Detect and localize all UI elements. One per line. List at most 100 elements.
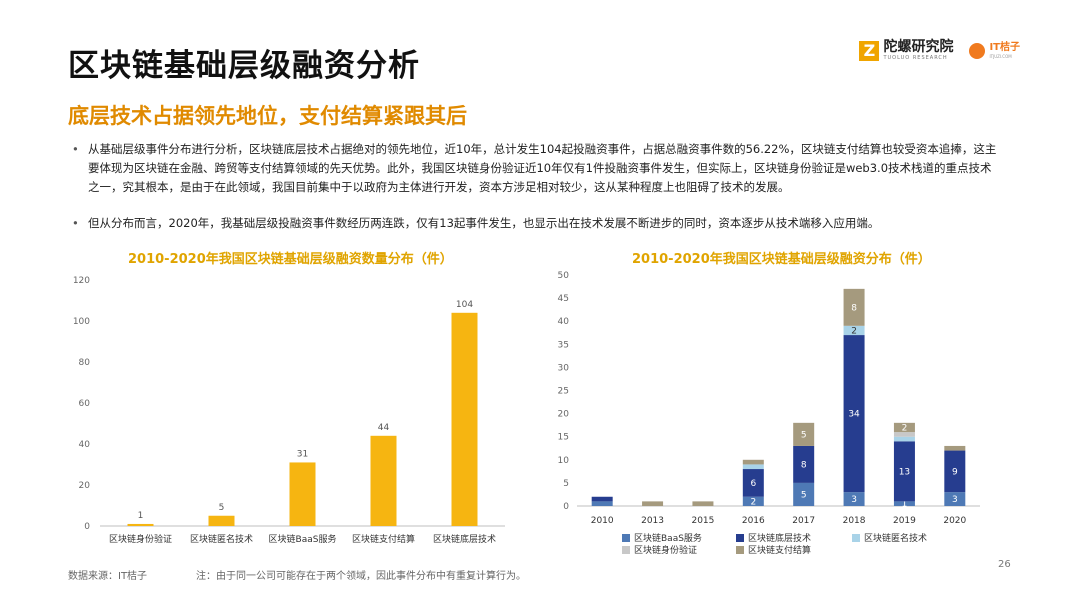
chart1-title: 2010-2020年我国区块链基础层级融资数量分布（件） (128, 252, 453, 267)
stacked-bar-segment (893, 441, 915, 502)
segment-label: 1 (902, 500, 908, 510)
stacked-bar-segment (843, 288, 865, 326)
stacked-bar-segment (893, 432, 915, 437)
segment-label: 8 (801, 460, 807, 470)
stacked-bar-segment (893, 436, 915, 442)
tuoluo-logo-icon: Z (859, 40, 880, 61)
bar (208, 515, 235, 526)
y-tick-label: 40 (79, 440, 91, 450)
data-label: 44 (378, 423, 390, 433)
tuoluo-logo: Z 陀螺研究院 TUOLUO RESEARCH (859, 40, 953, 61)
segment-label: 2 (902, 423, 908, 433)
page-title: 区块链基础层级融资分析 (68, 48, 420, 84)
segment-label: 13 (899, 467, 910, 477)
x-category-label: 2016 (742, 516, 765, 526)
y-tick-label: 10 (558, 456, 570, 466)
stacked-bar-segment (843, 335, 865, 493)
y-tick-label: 20 (79, 481, 91, 491)
x-category-label: 2017 (792, 516, 815, 526)
itjuzi-logo-name: IT桔子 (989, 41, 1020, 53)
x-category-label: 区块链BaaS服务 (269, 533, 337, 545)
x-category-label: 2013 (641, 516, 664, 526)
page-number: 26 (998, 559, 1011, 570)
y-tick-label: 50 (558, 271, 570, 281)
orange-icon (969, 42, 986, 59)
y-tick-label: 15 (558, 433, 569, 443)
y-tick-label: 60 (79, 399, 91, 409)
x-category-label: 2019 (893, 516, 916, 526)
segment-label: 3 (851, 495, 857, 505)
segment-label: 2 (750, 497, 756, 507)
y-tick-label: 20 (558, 410, 570, 420)
legend-swatch (852, 534, 860, 542)
chart2-title: 2010-2020年我国区块链基础层级融资分布（件） (632, 252, 931, 267)
stacked-bar-segment (944, 492, 966, 506)
legend-swatch (736, 546, 744, 554)
stacked-bar-segment (944, 445, 966, 451)
legend-swatch (622, 534, 630, 542)
footnote: 注：由于同一公司可能存在于两个领域，因此事件分布中有重复计算行为。 (196, 571, 526, 582)
y-tick-label: 120 (73, 276, 90, 286)
legend-label: 区块链匿名技术 (864, 532, 927, 544)
bar (127, 523, 154, 526)
data-source: 数据来源：IT桔子 (68, 571, 148, 582)
legend-label: 区块链BaaS服务 (634, 532, 702, 544)
segment-label: 2 (851, 326, 857, 336)
y-tick-label: 80 (79, 358, 91, 368)
stacked-bar-segment (893, 501, 915, 506)
stacked-bar-segment (944, 450, 966, 493)
itjuzi-logo-sub: ITJUZI.COM (989, 53, 1012, 59)
x-category-label: 2018 (843, 516, 866, 526)
stacked-bar-segment (742, 496, 764, 506)
segment-label: 5 (801, 430, 807, 440)
stacked-bar-segment (793, 482, 815, 506)
data-label: 5 (219, 503, 225, 513)
legend-swatch (622, 546, 630, 554)
segment-label: 5 (801, 490, 807, 500)
y-tick-label: 5 (563, 479, 569, 489)
itjuzi-logo: IT桔子 ITJUZI.COM (969, 41, 1020, 59)
x-category-label: 2010 (591, 516, 614, 526)
segment-label: 6 (750, 479, 756, 489)
y-tick-label: 0 (84, 522, 90, 532)
x-category-label: 2015 (691, 516, 714, 526)
stacked-bar-segment (742, 464, 764, 470)
y-tick-label: 30 (558, 363, 570, 373)
bullet-item: 但从分布而言，2020年，我基础层级投融资事件数经历两连跌，仅有13起事件发生，… (72, 214, 1002, 233)
tuoluo-logo-name: 陀螺研究院 (883, 39, 954, 55)
x-category-label: 区块链匿名技术 (190, 533, 253, 545)
y-tick-label: 35 (558, 340, 569, 350)
segment-label: 3 (952, 495, 958, 505)
legend-label: 区块链支付结算 (748, 544, 811, 556)
y-tick-label: 45 (558, 294, 569, 304)
stacked-bar-segment (692, 501, 714, 506)
stacked-bar-segment (893, 422, 915, 433)
y-tick-label: 0 (563, 502, 569, 512)
x-category-label: 区块链底层技术 (433, 533, 496, 545)
bar (370, 435, 397, 526)
stacked-bar-segment (742, 469, 764, 497)
segment-label: 8 (851, 303, 857, 313)
y-tick-label: 40 (558, 317, 570, 327)
data-label: 1 (138, 511, 144, 521)
bullet-item: 从基础层级事件分布进行分析，区块链底层技术占据绝对的领先地位，近10年，总计发生… (72, 140, 1002, 197)
x-category-label: 2020 (943, 516, 966, 526)
y-tick-label: 100 (73, 317, 90, 327)
legend-swatch (736, 534, 744, 542)
stacked-bar-segment (591, 501, 613, 506)
data-label: 104 (456, 300, 473, 310)
stacked-bar-segment (843, 492, 865, 506)
data-label: 31 (297, 449, 308, 459)
logo-group: Z 陀螺研究院 TUOLUO RESEARCH IT桔子 ITJUZI.COM (859, 40, 1020, 61)
x-category-label: 区块链身份验证 (109, 533, 172, 545)
bullet-list: 从基础层级事件分布进行分析，区块链底层技术占据绝对的领先地位，近10年，总计发生… (72, 140, 1002, 233)
stacked-bar-segment (642, 501, 664, 506)
stacked-bar-segment (742, 459, 764, 465)
legend-label: 区块链底层技术 (748, 532, 811, 544)
y-tick-label: 25 (558, 387, 569, 397)
stacked-bar-segment (591, 496, 613, 502)
segment-label: 34 (848, 410, 860, 420)
segment-label: 9 (952, 467, 958, 477)
